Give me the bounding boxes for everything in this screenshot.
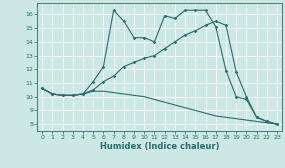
X-axis label: Humidex (Indice chaleur): Humidex (Indice chaleur) — [100, 142, 219, 151]
